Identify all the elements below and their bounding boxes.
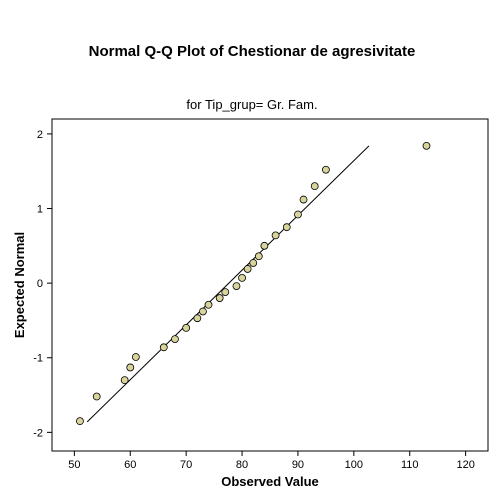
y-axis-label: Expected Normal (12, 232, 27, 338)
y-tick-label: 2 (37, 129, 43, 141)
data-point (204, 300, 213, 309)
data-point (126, 363, 135, 372)
y-tick-label: -2 (33, 427, 43, 439)
x-axis-label: Observed Value (221, 474, 319, 489)
data-point (321, 165, 330, 174)
data-point (299, 195, 308, 204)
data-point (221, 288, 230, 296)
data-points (76, 141, 431, 426)
data-point (215, 294, 224, 302)
data-point (294, 210, 302, 219)
x-tick-label: 70 (180, 459, 192, 471)
x-tick-label: 80 (236, 459, 248, 471)
x-tick-label: 90 (292, 459, 304, 471)
x-tick-label: 110 (401, 459, 419, 471)
data-point (310, 182, 319, 191)
data-point (282, 223, 291, 232)
reference-line (86, 145, 370, 423)
data-point (193, 314, 202, 323)
data-point (243, 265, 252, 273)
y-axis-ticks: -2 -1 0 1 2 (33, 129, 52, 439)
data-point (182, 323, 191, 332)
data-point (249, 259, 258, 267)
data-point (422, 141, 431, 150)
plot-frame (51, 118, 489, 452)
data-point (76, 417, 84, 426)
data-point (159, 343, 168, 352)
y-tick-label: 1 (37, 204, 43, 216)
data-point (92, 392, 101, 401)
data-point (238, 274, 246, 282)
x-tick-label: 60 (124, 459, 136, 471)
chart-title: Normal Q-Q Plot of Chestionar de agresiv… (89, 43, 416, 60)
data-point (199, 307, 207, 316)
data-point (120, 376, 129, 385)
y-tick-label: 0 (37, 278, 43, 290)
chart-subtitle: for Tip_grup= Gr. Fam. (186, 97, 317, 112)
y-tick-label: -1 (33, 353, 43, 365)
x-tick-label: 100 (345, 459, 363, 471)
data-point (131, 353, 140, 361)
x-axis-ticks: 50 60 70 80 90 100 110 120 (68, 451, 475, 471)
data-point (171, 335, 179, 343)
data-point (271, 231, 280, 240)
x-tick-label: 120 (456, 459, 474, 471)
data-point (232, 282, 241, 291)
data-point (254, 252, 263, 261)
data-point (260, 241, 269, 250)
x-tick-label: 50 (68, 459, 80, 471)
